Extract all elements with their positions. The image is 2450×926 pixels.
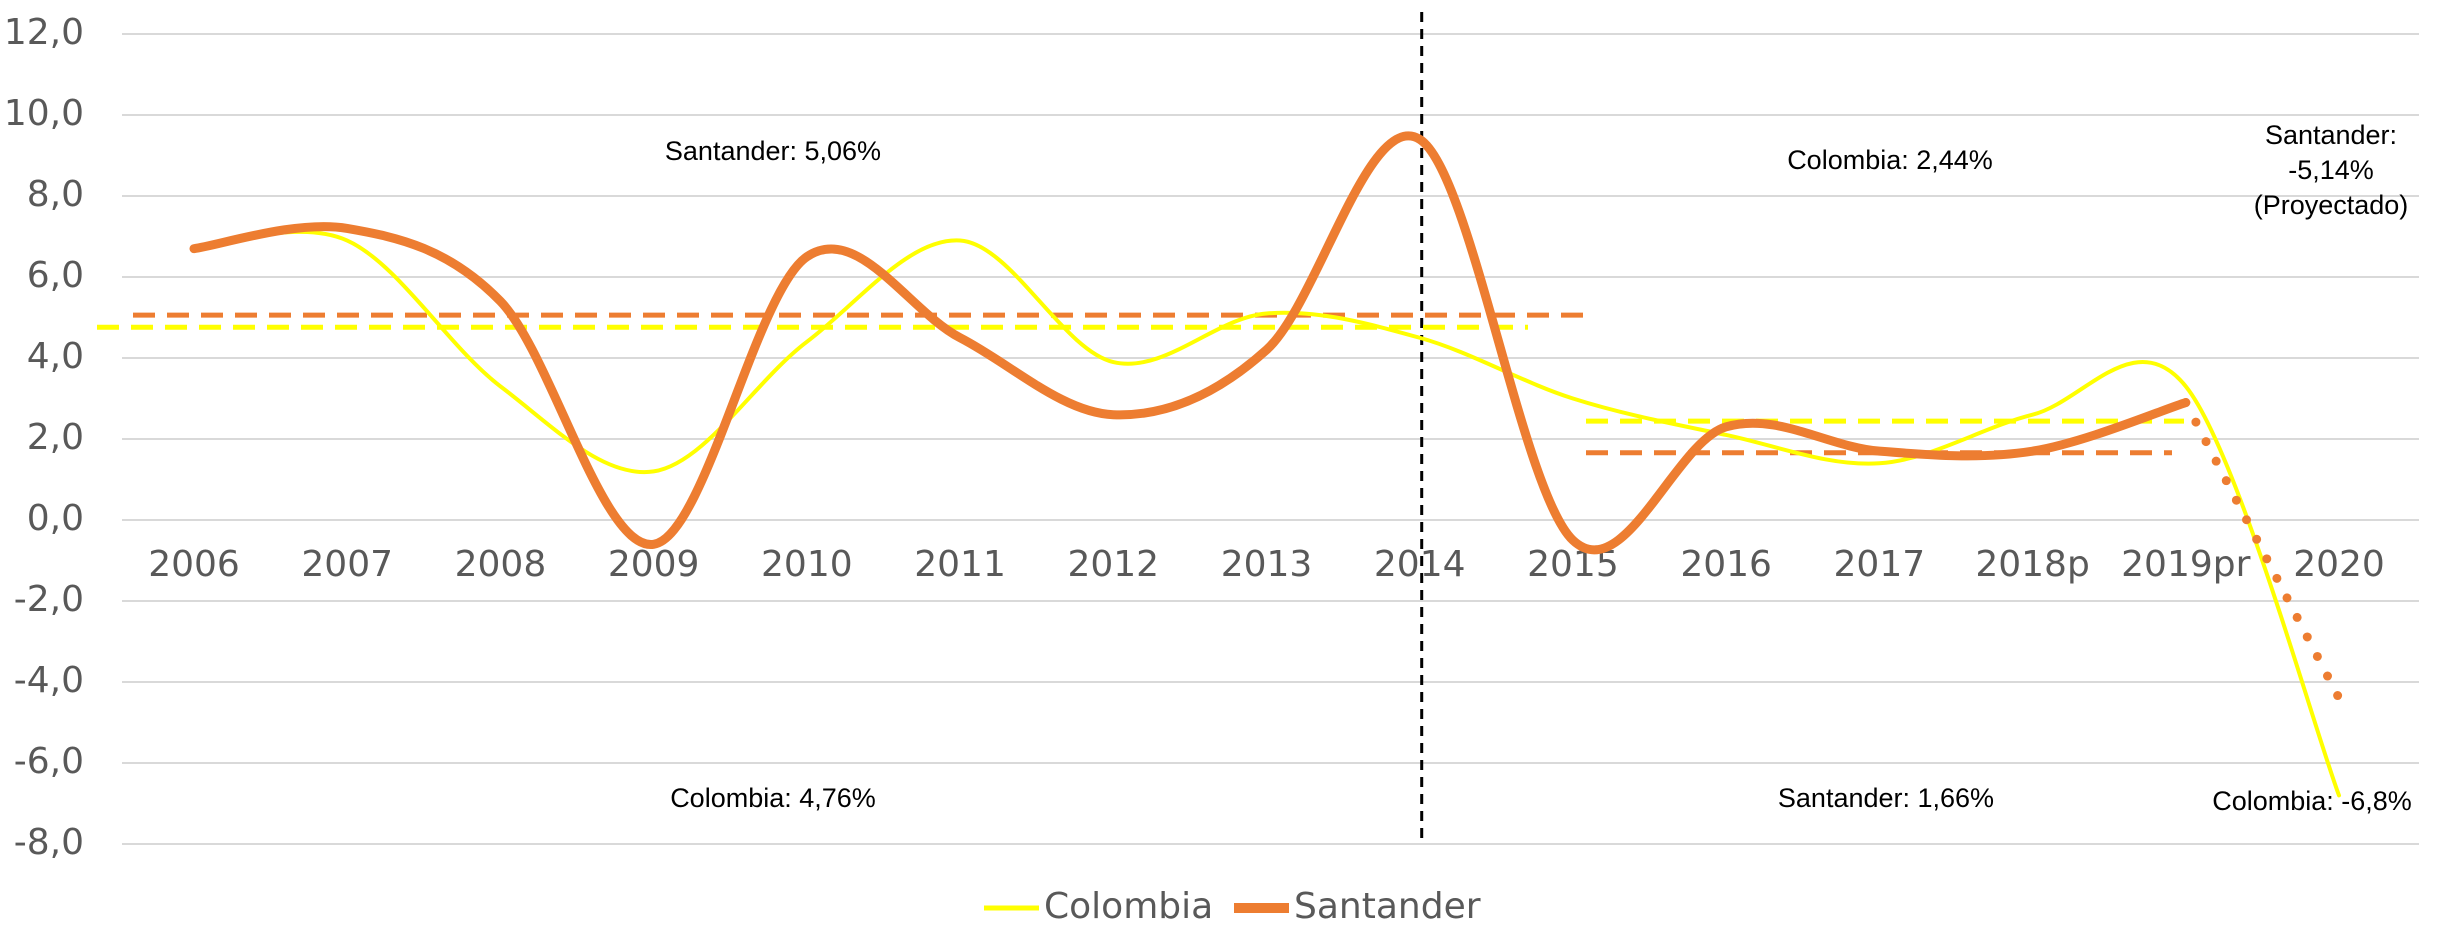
y-tick-label: 12,0: [4, 12, 84, 53]
x-tick-label: 2018p: [1975, 544, 2089, 585]
x-tick-label: 2007: [301, 544, 393, 585]
y-tick-label: 2,0: [27, 417, 84, 458]
series-line: [192, 229, 2341, 798]
x-tick-label: 2009: [608, 544, 700, 585]
y-tick-label: -2,0: [14, 579, 84, 620]
y-tick-label: 10,0: [4, 93, 84, 134]
x-tick-label: 2020: [2293, 544, 2385, 585]
x-tick-label: 2014: [1374, 544, 1466, 585]
annotation: Colombia: 4,76%: [670, 783, 876, 813]
legend-label: Santander: [1294, 886, 1481, 926]
legend-label: Colombia: [1044, 886, 1213, 926]
x-tick-label: 2016: [1680, 544, 1772, 585]
y-tick-label: -8,0: [14, 822, 84, 863]
y-tick-label: 4,0: [27, 336, 84, 377]
annotation: Colombia: 2,44%: [1787, 145, 1993, 175]
annotation: Colombia: -6,8%: [2212, 786, 2412, 816]
annotation: Santander: 5,06%: [665, 136, 881, 166]
series-line: [189, 131, 2191, 555]
annotation: Santander: 1,66%: [1778, 783, 1994, 813]
annotation: -5,14%: [2288, 155, 2374, 185]
x-tick-label: 2012: [1067, 544, 1159, 585]
y-tick-label: 6,0: [27, 255, 84, 296]
x-tick-label: 2017: [1834, 544, 1926, 585]
y-tick-label: -4,0: [14, 660, 84, 701]
annotation: (Proyectado): [2254, 190, 2409, 220]
x-tick-label: 2013: [1221, 544, 1313, 585]
x-tick-label: 2008: [455, 544, 547, 585]
y-tick-label: 8,0: [27, 174, 84, 215]
y-tick-label: 0,0: [27, 498, 84, 539]
annotation: Santander:: [2265, 120, 2397, 150]
x-tick-label: 2011: [914, 544, 1006, 585]
y-tick-label: -6,0: [14, 741, 84, 782]
x-tick-label: 2010: [761, 544, 853, 585]
x-tick-label: 2006: [148, 544, 240, 585]
x-tick-label: 2019pr: [2121, 544, 2250, 585]
